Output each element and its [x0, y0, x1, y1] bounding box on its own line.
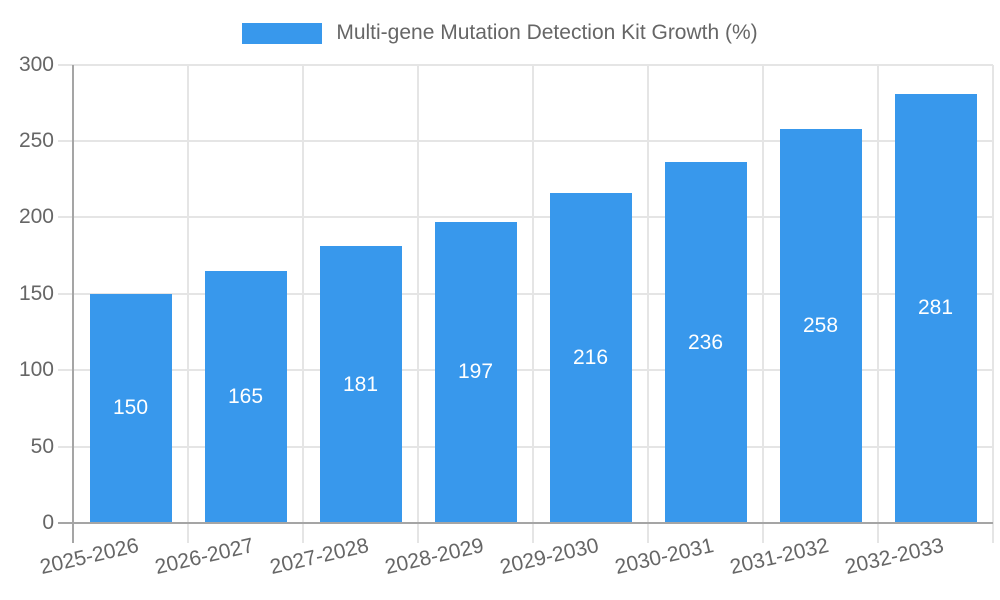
x-tick-label: 2028-2029: [382, 533, 486, 579]
gridline-vertical: [992, 64, 994, 543]
x-tick-label: 2026-2027: [152, 533, 256, 579]
x-tick-label: 2027-2028: [267, 533, 371, 579]
gridline-horizontal: [58, 63, 993, 66]
gridline-vertical: [187, 64, 189, 543]
gridline-horizontal: [58, 369, 993, 372]
y-tick-label: 100: [18, 358, 54, 382]
bar-value-label: 165: [227, 384, 264, 408]
x-tick-label: 2032-2033: [842, 533, 946, 579]
y-tick-label: 50: [30, 434, 54, 458]
x-axis-line: [58, 522, 993, 524]
bar-value-label: 216: [572, 345, 609, 369]
y-axis-line: [72, 64, 74, 543]
y-tick-label: 0: [42, 511, 54, 534]
y-tick-label: 300: [18, 52, 54, 76]
bar-2028-2029[interactable]: [434, 221, 517, 523]
bar-value-label: 150: [112, 396, 149, 420]
chart-legend[interactable]: Multi-gene Mutation Detection Kit Growth…: [0, 20, 1000, 46]
legend-swatch-icon: [242, 22, 323, 44]
gridline-vertical: [417, 64, 419, 543]
x-tick-label: 2030-2031: [612, 533, 716, 579]
x-tick-label: 2025-2026: [37, 533, 141, 579]
bar-2027-2028[interactable]: [319, 246, 402, 523]
bar-2031-2032[interactable]: [779, 128, 862, 523]
gridline-vertical: [302, 64, 304, 543]
y-tick-label: 250: [18, 128, 54, 152]
bar-2029-2030[interactable]: [549, 192, 632, 523]
gridline-vertical: [877, 64, 879, 543]
bar-value-label: 281: [917, 296, 954, 320]
gridline-horizontal: [58, 216, 993, 219]
gridline-vertical: [762, 64, 764, 543]
gridline-horizontal: [58, 292, 993, 295]
bar-value-label: 258: [802, 313, 839, 337]
gridline-horizontal: [58, 139, 993, 142]
legend-label: Multi-gene Mutation Detection Kit Growth…: [336, 21, 758, 44]
gridline-vertical: [532, 64, 534, 543]
bar-2026-2027[interactable]: [204, 270, 287, 523]
gridline-vertical: [647, 64, 649, 543]
bar-2032-2033[interactable]: [894, 93, 977, 523]
bar-value-label: 197: [457, 360, 494, 384]
bar-2030-2031[interactable]: [664, 162, 747, 523]
bar-2025-2026[interactable]: [89, 293, 172, 523]
y-tick-label: 200: [18, 205, 54, 229]
y-tick-label: 150: [18, 281, 54, 305]
bar-value-label: 236: [687, 330, 724, 354]
x-tick-label: 2029-2030: [497, 533, 601, 579]
bar-value-label: 181: [342, 372, 379, 396]
gridline-horizontal: [58, 445, 993, 448]
x-tick-label: 2031-2032: [727, 533, 831, 579]
